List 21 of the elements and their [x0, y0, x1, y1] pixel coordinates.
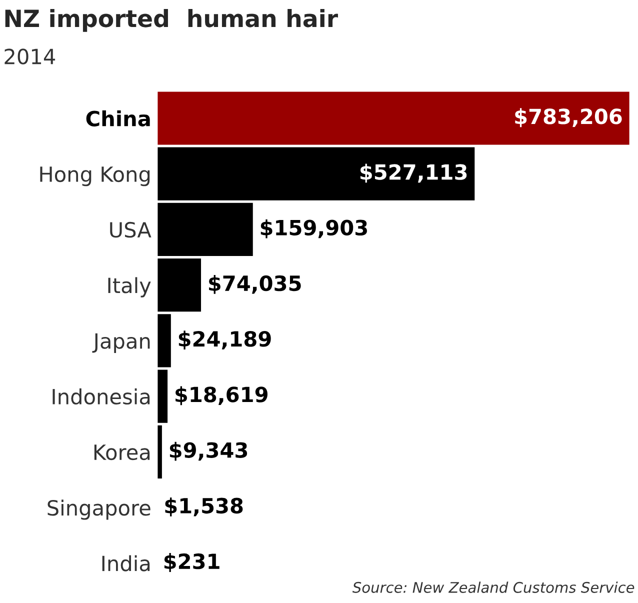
data-label: $231	[164, 553, 220, 572]
y-tick-label: China	[86, 110, 150, 126]
y-tick-label: Italy	[108, 277, 151, 298]
y-tick-label: Japan	[92, 333, 150, 353]
data-label: $74,035	[209, 275, 301, 294]
annotation: Source: New Zealand Customs Service	[352, 582, 634, 593]
chart-subtitle: 2014	[4, 48, 56, 64]
data-label: $24,189	[178, 330, 271, 350]
y-tick-label: India	[102, 555, 150, 572]
y-tick-label: Korea	[94, 444, 150, 460]
data-label: $527,113	[360, 164, 467, 183]
data-label: $1,538	[165, 497, 243, 516]
data-label: $783,206	[515, 108, 622, 128]
data-label: $18,619	[176, 386, 268, 406]
y-tick-label: Singapore	[48, 500, 150, 520]
y-tick-label: USA	[110, 222, 152, 238]
chart-title: NZ imported human hair	[5, 9, 338, 32]
y-tick-label: Indonesia	[52, 388, 150, 405]
data-label: $9,343	[170, 442, 248, 461]
y-tick-label: Hong Kong	[40, 166, 150, 186]
data-label: $159,903	[260, 219, 367, 238]
